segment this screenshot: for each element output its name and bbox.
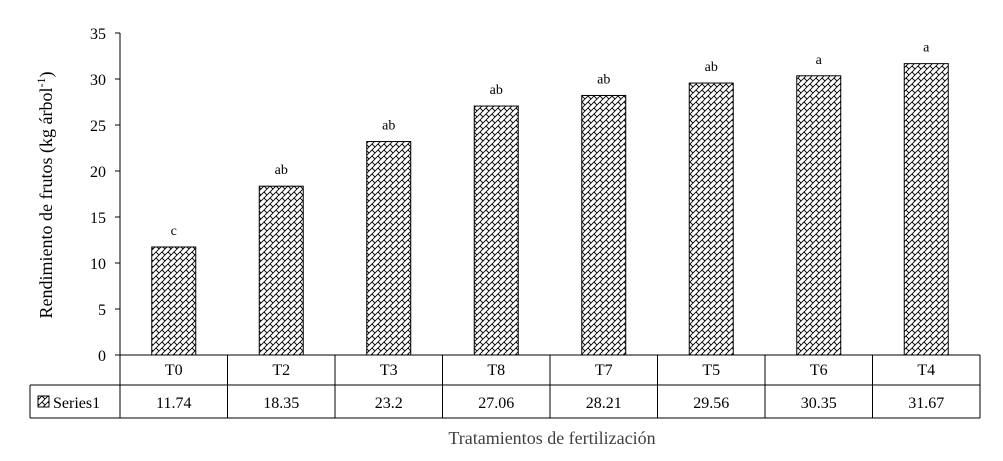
significance-letter: ab bbox=[705, 60, 718, 75]
category-label: T0 bbox=[165, 362, 183, 379]
table-value: 28.21 bbox=[586, 395, 622, 412]
legend-swatch bbox=[37, 395, 50, 408]
category-label: T7 bbox=[595, 362, 613, 379]
significance-letter: ab bbox=[382, 119, 395, 134]
category-label: T4 bbox=[917, 362, 935, 379]
legend-series-name: Series1 bbox=[53, 395, 100, 412]
y-tick-label: 25 bbox=[90, 118, 106, 135]
table-value: 31.67 bbox=[908, 395, 944, 412]
significance-letter: a bbox=[816, 53, 823, 68]
data-table: T0 T2 T3 T8 T7 T5 T6 T4 Series1 11.74 18.35 23.2 27.… bbox=[29, 354, 981, 419]
table-value: 27.06 bbox=[478, 395, 514, 412]
x-axis-title: Tratamientos de fertilización bbox=[448, 428, 655, 448]
y-tick-label: 20 bbox=[90, 164, 106, 181]
y-tick-label: 35 bbox=[90, 26, 106, 43]
significance-labels: c ab ab ab ab ab a a bbox=[171, 41, 931, 239]
bar-t8 bbox=[473, 105, 519, 356]
y-axis-title: Rendimiento de frutos (kg árbol bbox=[36, 88, 57, 319]
significance-letter: a bbox=[923, 41, 930, 56]
y-tick-label: 10 bbox=[90, 256, 106, 273]
y-axis-title-suffix: ) bbox=[36, 72, 57, 78]
bar-t6 bbox=[796, 75, 842, 356]
category-label: T8 bbox=[487, 362, 505, 379]
significance-letter: c bbox=[171, 224, 177, 239]
y-axis: 0 5 10 15 20 25 30 35 bbox=[90, 26, 121, 365]
y-axis-label: Rendimiento de frutos (kg árbol-1) bbox=[34, 72, 57, 319]
bar-t3 bbox=[366, 141, 412, 356]
table-value: 29.56 bbox=[693, 395, 729, 412]
table-value: 30.35 bbox=[801, 395, 837, 412]
y-tick-label: 0 bbox=[98, 348, 106, 365]
category-label: T2 bbox=[272, 362, 290, 379]
table-value: 18.35 bbox=[263, 395, 299, 412]
bar-t5 bbox=[688, 82, 734, 356]
bar-t2 bbox=[258, 185, 304, 356]
significance-letter: ab bbox=[597, 72, 610, 87]
bar-t7 bbox=[581, 94, 627, 356]
category-label: T5 bbox=[702, 362, 720, 379]
bar-t4 bbox=[903, 63, 949, 356]
bars-layer bbox=[151, 63, 949, 356]
category-label: T6 bbox=[810, 362, 828, 379]
y-tick-label: 5 bbox=[98, 302, 106, 319]
y-tick-label: 30 bbox=[90, 72, 106, 89]
bar-t0 bbox=[151, 246, 197, 356]
y-axis-title-superscript: -1 bbox=[34, 78, 48, 88]
table-value: 11.74 bbox=[156, 395, 191, 412]
y-tick-label: 15 bbox=[90, 210, 106, 227]
significance-letter: ab bbox=[490, 83, 503, 98]
category-label: T3 bbox=[380, 362, 398, 379]
svg-text:Rendimiento de frutos (kg árbo: Rendimiento de frutos (kg árbol-1) bbox=[34, 72, 57, 319]
table-value: 23.2 bbox=[375, 395, 403, 412]
significance-letter: ab bbox=[275, 163, 288, 178]
